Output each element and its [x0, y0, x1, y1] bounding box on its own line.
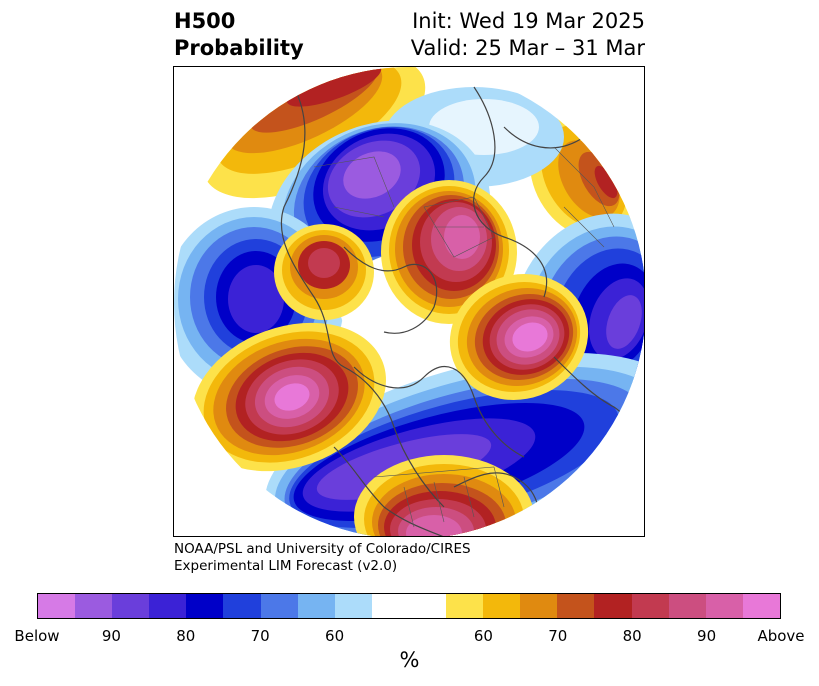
- credit-line-2: Experimental LIM Forecast (v2.0): [174, 558, 398, 574]
- anomaly-above-nw: [202, 67, 426, 199]
- forecast-dates: Init: Wed 19 Mar 2025 Valid: 25 Mar – 31…: [411, 8, 645, 62]
- colorbar-segment: [75, 594, 113, 618]
- anomaly-above-atlantic: [449, 274, 589, 400]
- colorbar-segment: [594, 594, 632, 618]
- colorbar-tick-label: 60: [325, 627, 345, 645]
- colorbar-segment: [408, 594, 447, 618]
- colorbar-segment: [520, 594, 558, 618]
- colorbar-segment: [557, 594, 595, 618]
- probability-field: [174, 67, 644, 536]
- colorbar-tick-label: 80: [176, 627, 196, 645]
- colorbar-segment: [297, 594, 335, 618]
- colorbar-segment: [483, 594, 521, 618]
- colorbar-segment: [38, 594, 76, 618]
- colorbar-tick-label: Above: [757, 627, 805, 645]
- colorbar-tick-label: 70: [250, 627, 270, 645]
- valid-range: Valid: 25 Mar – 31 Mar: [410, 36, 645, 60]
- polar-map: [173, 66, 645, 537]
- init-date: Init: Wed 19 Mar 2025: [412, 9, 645, 33]
- title-variable: H500: [174, 9, 236, 33]
- colorbar-tick-labels: Below 90 80 70 60 60 70 80 90 Above: [0, 627, 819, 647]
- colorbar: [37, 593, 781, 619]
- colorbar-segment: [186, 594, 224, 618]
- political-borders: [313, 126, 615, 528]
- colorbar-tick-label: 90: [101, 627, 121, 645]
- colorbar-segment: [668, 594, 706, 618]
- anomaly-above-pacific: [192, 322, 386, 472]
- colorbar-tick-label: 60: [473, 627, 493, 645]
- colorbar-segment: [223, 594, 261, 618]
- colorbar-segment: [371, 594, 409, 618]
- colorbar-segment: [334, 594, 372, 618]
- map-title: H500 Probability: [174, 8, 304, 62]
- credit-line-1: NOAA/PSL and University of Colorado/CIRE…: [174, 541, 471, 557]
- colorbar-segment: [446, 594, 484, 618]
- colorbar-tick-label: 70: [548, 627, 568, 645]
- colorbar-segment: [112, 594, 150, 618]
- colorbar-tick-label: 80: [622, 627, 642, 645]
- colorbar-tick-label: 90: [697, 627, 717, 645]
- colorbar-segment: [742, 594, 780, 618]
- anomaly-above-bering: [274, 224, 374, 320]
- colorbar-unit: %: [399, 648, 420, 672]
- colorbar-segment: [631, 594, 669, 618]
- colorbar-segment: [705, 594, 743, 618]
- coastlines: [280, 86, 636, 536]
- credit-text: NOAA/PSL and University of Colorado/CIRE…: [174, 541, 471, 575]
- title-quantity: Probability: [174, 36, 304, 60]
- colorbar-segment: [149, 594, 187, 618]
- colorbar-segment: [260, 594, 298, 618]
- colorbar-tick-label: Below: [14, 627, 60, 645]
